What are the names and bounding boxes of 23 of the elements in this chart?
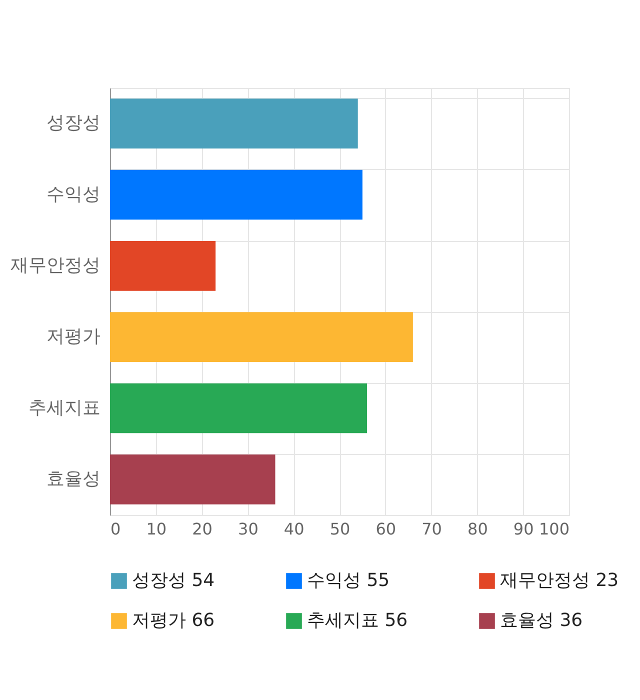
x-tick-label: 10 xyxy=(146,520,167,538)
x-tick-label: 30 xyxy=(238,520,258,538)
x-tick-label: 90 xyxy=(513,520,534,538)
x-tick-label: 40 xyxy=(284,520,304,538)
x-tick-label: 70 xyxy=(422,520,442,538)
x-tick-label: 80 xyxy=(468,520,488,538)
y-tick-label: 수익성 xyxy=(46,184,100,205)
x-tick-label: 50 xyxy=(330,520,350,538)
y-tick-label: 저평가 xyxy=(46,326,100,348)
legend-label: 재무안정성 23 xyxy=(500,570,619,591)
legend-label: 성장성 54 xyxy=(132,570,215,591)
y-tick-label: 재무안정성 xyxy=(10,254,100,276)
y-tick-label: 성장성 xyxy=(46,112,100,134)
y-tick-label: 추세지표 xyxy=(28,397,100,418)
legend-label: 저평가 66 xyxy=(132,610,215,631)
legend-label: 추세지표 56 xyxy=(307,610,408,631)
x-tick-label: 100 xyxy=(538,520,570,538)
y-tick-label: 효율성 xyxy=(46,468,100,490)
x-tick-label: 60 xyxy=(376,520,396,538)
x-tick-label: 20 xyxy=(192,520,212,538)
legend-label: 효율성 36 xyxy=(500,610,583,631)
x-tick-label: 0 xyxy=(110,520,121,538)
legend-label: 수익성 55 xyxy=(307,570,390,591)
